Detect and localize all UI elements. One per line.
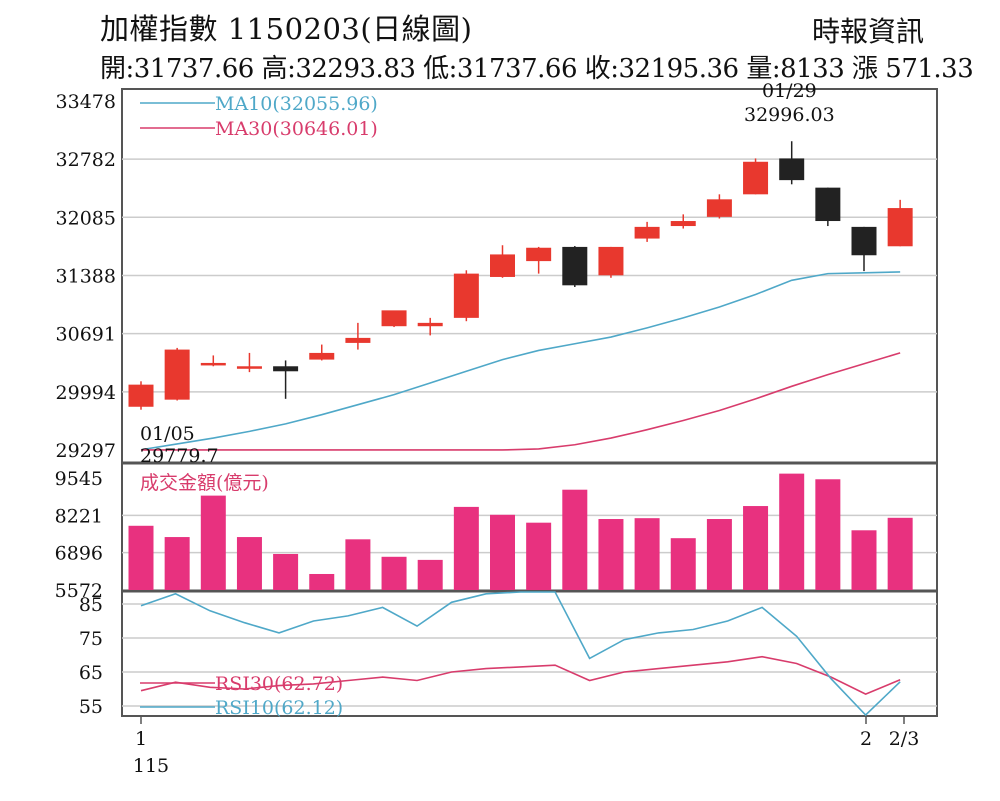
volume-bar bbox=[236, 537, 262, 590]
price-y-tick: 33478 bbox=[56, 91, 116, 113]
rsi-y-tick: 65 bbox=[79, 662, 103, 684]
volume-bar bbox=[164, 537, 190, 590]
volume-y-tick: 8221 bbox=[55, 505, 103, 527]
ma30-legend-label: MA30(30646.01) bbox=[215, 118, 378, 140]
volume-bar bbox=[417, 559, 443, 590]
plot-frame bbox=[121, 88, 938, 717]
candle-body bbox=[453, 273, 479, 318]
candle-body bbox=[309, 352, 335, 360]
volume-bar bbox=[743, 506, 769, 590]
ma30-line bbox=[141, 352, 901, 451]
y-tick-labels: 33478 32782 32085 31388 30691 29994 29297 9545 8… bbox=[55, 91, 116, 718]
ma10-line bbox=[140, 271, 901, 451]
x-tick-label: 2/3 bbox=[889, 728, 920, 750]
volume-bar bbox=[670, 538, 696, 590]
moving-average-lines bbox=[140, 271, 901, 451]
volume-bar bbox=[779, 473, 805, 590]
volume-bar bbox=[200, 495, 226, 590]
volume-panel-label: 成交金額(億元) bbox=[140, 472, 269, 494]
volume-bar bbox=[128, 525, 154, 590]
low-annotation-value: 29779.7 bbox=[140, 445, 219, 467]
candle-body bbox=[490, 254, 515, 277]
volume-bar bbox=[706, 519, 732, 590]
price-y-tick: 32085 bbox=[56, 207, 116, 229]
price-y-tick: 29994 bbox=[56, 382, 116, 404]
high-annotation-date: 01/29 bbox=[762, 80, 817, 102]
candle-body bbox=[815, 187, 841, 222]
x-tick-label: 1 bbox=[135, 728, 147, 750]
ma10-legend-label: MA10(32055.96) bbox=[215, 93, 378, 115]
volume-bar bbox=[851, 530, 877, 590]
volume-bar bbox=[453, 506, 479, 590]
volume-bar bbox=[273, 553, 299, 590]
price-y-tick: 30691 bbox=[56, 324, 116, 346]
volume-bar bbox=[490, 514, 515, 590]
ohlc-summary: 開:31737.66 高:32293.83 低:31737.66 收:32195… bbox=[100, 54, 974, 84]
volume-bars bbox=[128, 473, 913, 590]
candle-body bbox=[743, 161, 769, 195]
price-y-tick: 31388 bbox=[56, 265, 116, 287]
candle-body bbox=[851, 226, 877, 256]
rsi-y-tick: 55 bbox=[79, 696, 103, 718]
volume-bar bbox=[562, 489, 588, 590]
rsi-y-tick: 85 bbox=[79, 594, 103, 616]
candle-body bbox=[887, 208, 913, 247]
ma-legend: MA10(32055.96) MA30(30646.01) bbox=[140, 93, 378, 140]
rsi-lines bbox=[140, 591, 901, 717]
candle-body bbox=[417, 322, 443, 327]
candle-body bbox=[236, 366, 262, 369]
candle-body bbox=[598, 246, 624, 276]
volume-bar bbox=[526, 522, 552, 590]
candle-body bbox=[381, 310, 407, 327]
volume-y-tick: 5572 bbox=[55, 580, 103, 602]
candle-body bbox=[706, 199, 732, 217]
x-tick-label: 2 bbox=[860, 728, 872, 750]
rsi30-legend-label: RSI30(62.72) bbox=[215, 673, 343, 695]
volume-y-tick: 6896 bbox=[55, 543, 103, 565]
price-y-tick: 29297 bbox=[56, 440, 116, 462]
rsi-y-tick: 75 bbox=[79, 628, 103, 650]
candle-body bbox=[345, 337, 371, 343]
candle-body bbox=[128, 384, 154, 407]
candle-body bbox=[273, 366, 299, 372]
low-annotation-date: 01/05 bbox=[140, 423, 195, 445]
price-y-tick: 32782 bbox=[56, 149, 116, 171]
x-tick-label: 115 bbox=[133, 755, 169, 777]
candle-body bbox=[200, 362, 226, 366]
candle-body bbox=[634, 226, 660, 239]
candle-body bbox=[526, 247, 552, 262]
x-axis-labels: 1 115 2 2/3 bbox=[133, 716, 919, 777]
candle-body bbox=[562, 246, 588, 286]
volume-bar bbox=[815, 479, 841, 590]
rsi10-legend-label: RSI10(62.12) bbox=[215, 697, 343, 719]
volume-bar bbox=[381, 556, 407, 590]
candle-body bbox=[164, 349, 190, 400]
source-label: 時報資訊 bbox=[812, 15, 925, 48]
volume-bar bbox=[598, 519, 624, 590]
chart-title: 加權指數 1150203(日線圖) bbox=[100, 12, 473, 46]
candle-body bbox=[670, 221, 696, 227]
volume-y-tick: 9545 bbox=[55, 468, 103, 490]
candle-body bbox=[779, 158, 805, 181]
high-annotation-value: 32996.03 bbox=[744, 104, 835, 126]
volume-bar bbox=[887, 517, 913, 590]
candles bbox=[128, 141, 913, 410]
volume-bar bbox=[345, 539, 371, 590]
rsi30-line bbox=[140, 655, 901, 695]
rsi10-line bbox=[140, 591, 901, 717]
volume-bar bbox=[634, 518, 660, 590]
volume-bar bbox=[309, 573, 335, 590]
rsi-legend: RSI30(62.72) RSI10(62.12) bbox=[140, 673, 343, 719]
